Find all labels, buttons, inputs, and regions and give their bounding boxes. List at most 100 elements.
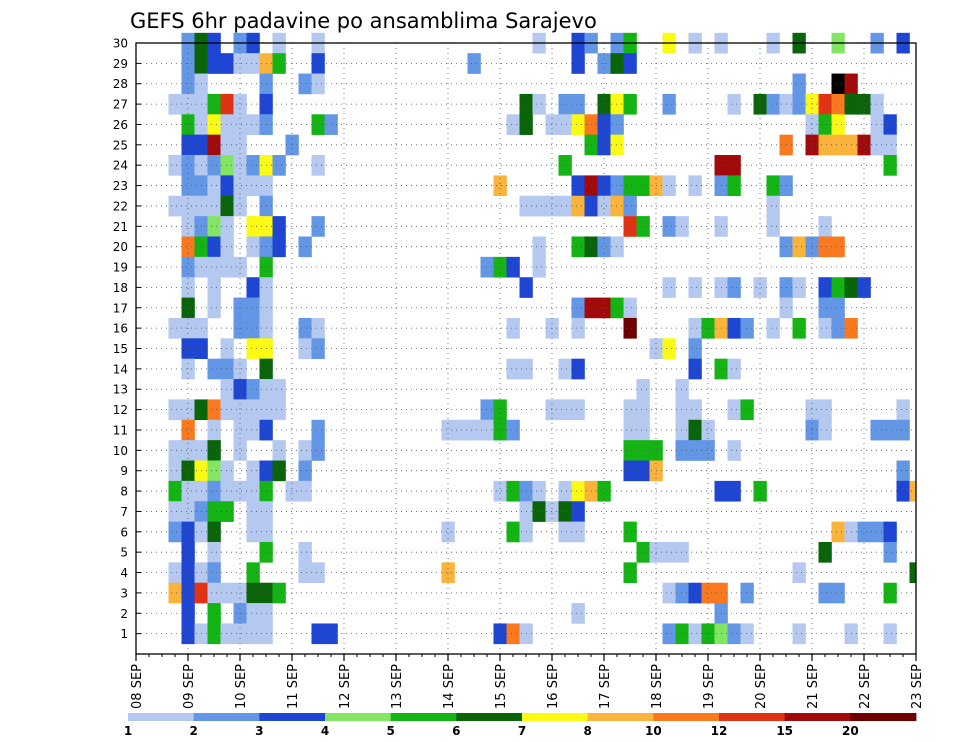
colorbar-swatch xyxy=(128,713,195,721)
heatmap-cell xyxy=(207,440,221,461)
colorbar-label: 10 xyxy=(645,724,662,738)
heatmap-cell xyxy=(233,399,247,421)
heatmap-cell xyxy=(207,216,221,237)
heatmap-cell xyxy=(623,419,637,441)
heatmap-cell xyxy=(896,399,910,421)
heatmap-cell xyxy=(805,114,819,135)
x-tick-label: 18 SEP xyxy=(650,664,665,709)
heatmap-cell xyxy=(207,480,221,502)
heatmap-cell xyxy=(246,460,260,482)
heatmap-cell xyxy=(532,256,546,278)
heatmap-cell xyxy=(792,236,806,258)
heatmap-cell xyxy=(558,399,572,421)
heatmap-cell xyxy=(311,419,325,441)
heatmap-cell xyxy=(207,399,221,421)
heatmap-cell xyxy=(220,134,234,156)
heatmap-cell xyxy=(233,114,247,135)
heatmap-cell xyxy=(246,480,260,502)
heatmap-cell xyxy=(246,562,260,584)
heatmap-cell xyxy=(480,256,494,278)
heatmap-cell xyxy=(311,216,325,237)
colorbar-swatch xyxy=(850,713,917,721)
heatmap-cell xyxy=(480,399,494,421)
heatmap-cell xyxy=(558,195,572,217)
heatmap-cell xyxy=(220,114,234,135)
heatmap-cell xyxy=(168,521,182,543)
heatmap-cell xyxy=(831,582,845,604)
heatmap-cell xyxy=(181,297,195,319)
colorbar-swatch xyxy=(325,713,392,721)
heatmap-cell xyxy=(246,582,260,604)
heatmap-cell xyxy=(818,541,832,563)
heatmap-cell xyxy=(831,134,845,156)
heatmap-cell xyxy=(636,399,650,421)
heatmap-cell xyxy=(727,317,741,339)
heatmap-cell xyxy=(571,521,585,543)
heatmap-cell xyxy=(233,195,247,217)
heatmap-cell xyxy=(818,399,832,421)
chart-grid xyxy=(136,43,916,654)
y-tick-label: 30 xyxy=(113,37,128,51)
y-tick-label: 6 xyxy=(120,525,128,539)
heatmap-cell xyxy=(688,582,702,604)
heatmap-cell xyxy=(857,277,871,298)
heatmap-cell xyxy=(701,440,715,461)
heatmap-cell xyxy=(168,562,182,584)
heatmap-cell xyxy=(558,358,572,380)
y-tick-label: 11 xyxy=(113,423,128,437)
heatmap-cell xyxy=(220,216,234,237)
heatmap-cell xyxy=(441,562,455,584)
heatmap-cell xyxy=(298,73,312,95)
heatmap-cell xyxy=(727,93,741,115)
heatmap-cell xyxy=(181,440,195,461)
colorbar-label: 8 xyxy=(583,724,591,738)
heatmap-cell xyxy=(233,379,247,400)
heatmap-cell xyxy=(311,338,325,359)
x-tick-label: 16 SEP xyxy=(546,664,561,709)
heatmap-cell xyxy=(883,582,897,604)
colorbar-swatch xyxy=(719,713,786,721)
heatmap-cell xyxy=(493,256,507,278)
heatmap-cell xyxy=(662,216,676,237)
heatmap-cell xyxy=(662,277,676,298)
heatmap-cell xyxy=(766,317,780,339)
heatmap-cell xyxy=(818,93,832,115)
heatmap-cell xyxy=(662,623,676,645)
heatmap-cell xyxy=(467,53,481,74)
heatmap-cell xyxy=(623,317,637,339)
heatmap-cell xyxy=(181,480,195,502)
heatmap-cell xyxy=(857,521,871,543)
heatmap-cell xyxy=(636,216,650,237)
heatmap-cell xyxy=(311,114,325,135)
heatmap-cell xyxy=(662,175,676,197)
heatmap-cell xyxy=(688,623,702,645)
x-tick-label: 21 SEP xyxy=(806,664,821,709)
heatmap-cell xyxy=(207,521,221,543)
heatmap-cell xyxy=(311,155,325,176)
y-tick-label: 1 xyxy=(120,627,128,641)
heatmap-cell xyxy=(181,134,195,156)
heatmap-cell xyxy=(220,195,234,217)
x-tick-label: 20 SEP xyxy=(754,664,769,709)
colorbar-swatch xyxy=(456,713,523,721)
heatmap-cell xyxy=(246,297,260,319)
x-tick-label: 10 SEP xyxy=(234,664,249,709)
colorbar-label: 1 xyxy=(124,724,132,738)
heatmap-cell xyxy=(740,582,754,604)
heatmap-cell xyxy=(597,236,611,258)
heatmap-cell xyxy=(558,501,572,522)
colorbar-swatch xyxy=(522,713,589,721)
heatmap-cell xyxy=(220,155,234,176)
heatmap-cell xyxy=(571,358,585,380)
heatmap-cell xyxy=(246,603,260,624)
heatmap-cell xyxy=(298,440,312,461)
heatmap-cell xyxy=(571,114,585,135)
heatmap-cell xyxy=(181,93,195,115)
x-tick-label: 09 SEP xyxy=(182,664,197,709)
heatmap-cell xyxy=(870,134,884,156)
heatmap-cell xyxy=(181,236,195,258)
y-tick-label: 5 xyxy=(120,546,128,560)
heatmap-cell xyxy=(168,501,182,522)
heatmap-cell xyxy=(831,73,845,95)
heatmap-cell xyxy=(545,114,559,135)
